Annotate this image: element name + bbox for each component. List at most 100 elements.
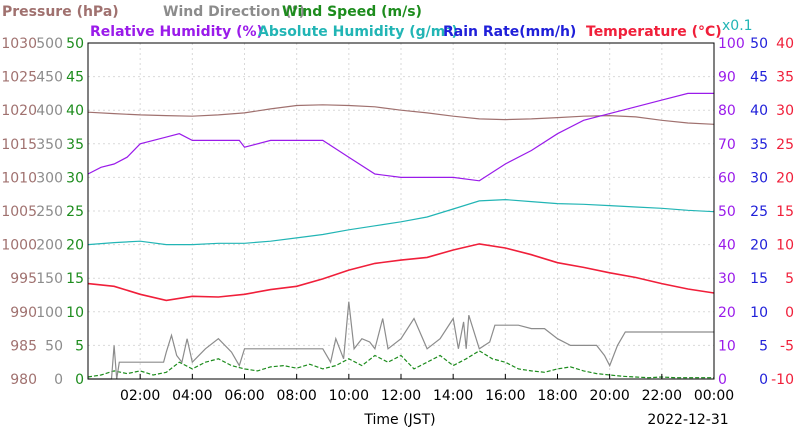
y-tick-rain-rate-mm-h: 5 [759,338,768,354]
y-tick-wind-direction: 100 [36,305,63,321]
y-tick-rain-rate-mm-h: 40 [750,103,768,119]
series-layer [87,92,715,380]
x-tick-label: 06:00 [224,388,264,404]
y-tick-wind-direction: 350 [36,137,63,153]
y-tick-temperature-c: 0 [785,305,794,321]
y-tick-rain-rate-mm-h: 35 [750,137,768,153]
x-axis: 02:00 04:00 06:00 08:00 10:00 12:00 14:00 16:00… [120,374,734,404]
y-tick-temperature-c: 5 [785,271,794,287]
x-tick-label: 12:00 [381,388,421,404]
y-tick-relative-humidity: 70 [718,137,736,153]
y-tick-wind-speed-m-s: 5 [75,338,84,354]
date-label: 2022-12-31 [647,412,728,428]
y-tick-wind-direction: 0 [54,372,63,388]
y-tick-wind-direction: 500 [36,36,63,52]
series-relative-humidity [87,92,714,182]
y-tick-relative-humidity: 0 [718,372,727,388]
x-axis-label: Time (JST) [363,412,435,428]
y-tick-wind-direction: 450 [36,70,63,86]
y-tick-temperature-c: -5 [780,338,794,354]
title-absolute-humidity-g-m: Absolute Humidity (g/m³) [258,24,458,40]
abs-humidity-scale-note: x0.1 [722,18,753,34]
x-tick-label: 04:00 [172,388,212,404]
y-tick-wind-direction: 200 [36,238,63,254]
y-tick-temperature-c: 20 [776,170,794,186]
y-tick-pressure-hpa: 980 [10,372,37,388]
y-tick-rain-rate-mm-h: 45 [750,70,768,86]
y-tick-wind-direction: 50 [45,338,63,354]
chart-titles: Pressure (hPa) Wind Direction (°)Wind Spe… [2,4,722,40]
y-tick-rain-rate-mm-h: 10 [750,305,768,321]
y-tick-temperature-c: 25 [776,137,794,153]
x-tick-label: 14:00 [433,388,473,404]
y-tick-pressure-hpa: 1015 [1,137,37,153]
y-tick-pressure-hpa: 985 [10,338,37,354]
title-relative-humidity: Relative Humidity (%) [90,24,263,40]
x-tick-label: 18:00 [537,388,577,404]
title-temperature-c: Temperature (°C) [586,24,722,40]
y-tick-temperature-c: 30 [776,103,794,119]
grid [88,43,714,379]
y-tick-temperature-c: 15 [776,204,794,220]
y-tick-rain-rate-mm-h: 25 [750,204,768,220]
y-tick-wind-speed-m-s: 50 [66,36,84,52]
y-tick-wind-speed-m-s: 0 [75,372,84,388]
y-tick-wind-speed-m-s: 35 [66,137,84,153]
y-tick-relative-humidity: 100 [718,36,745,52]
x-tick-label: 08:00 [276,388,316,404]
y-tick-pressure-hpa: 990 [10,305,37,321]
y-tick-rain-rate-mm-h: 50 [750,36,768,52]
title-pressure-hpa: Pressure (hPa) [2,4,119,20]
title-wind-speed-m-s: Wind Speed (m/s) [282,4,422,20]
y-tick-pressure-hpa: 1010 [1,170,37,186]
series-absolute-humidity-g-m [87,198,715,246]
x-tick-label: 00:00 [694,388,734,404]
x-tick-label: 16:00 [485,388,525,404]
x-tick-label: 10:00 [329,388,369,404]
y-tick-rain-rate-mm-h: 0 [759,372,768,388]
x-tick-label: 02:00 [120,388,160,404]
series-pressure-hpa [87,104,715,125]
x-tick-label: 20:00 [589,388,629,404]
series-wind-speed-m-s [87,350,714,379]
y-tick-wind-speed-m-s: 40 [66,103,84,119]
y-tick-relative-humidity: 40 [718,238,736,254]
y-tick-rain-rate-mm-h: 15 [750,271,768,287]
title-wind-direction: Wind Direction (°) [163,4,305,20]
y-axes: 1030102510201015101010051000995990985980… [1,18,794,388]
y-tick-pressure-hpa: 995 [10,271,37,287]
series-temperature-c [87,243,715,302]
y-tick-relative-humidity: 20 [718,305,736,321]
y-tick-wind-speed-m-s: 15 [66,271,84,287]
y-tick-wind-direction: 400 [36,103,63,119]
y-tick-relative-humidity: 30 [718,271,736,287]
y-tick-temperature-c: -10 [771,372,794,388]
x-tick-label: 22:00 [642,388,682,404]
y-tick-wind-speed-m-s: 25 [66,204,84,220]
y-tick-pressure-hpa: 1030 [1,36,37,52]
y-tick-wind-speed-m-s: 30 [66,170,84,186]
y-tick-temperature-c: 10 [776,238,794,254]
y-tick-relative-humidity: 10 [718,338,736,354]
y-tick-wind-speed-m-s: 20 [66,238,84,254]
y-tick-rain-rate-mm-h: 20 [750,238,768,254]
y-tick-temperature-c: 35 [776,70,794,86]
y-tick-wind-direction: 250 [36,204,63,220]
y-tick-temperature-c: 40 [776,36,794,52]
y-tick-pressure-hpa: 1000 [1,238,37,254]
y-tick-pressure-hpa: 1020 [1,103,37,119]
y-tick-relative-humidity: 90 [718,70,736,86]
y-tick-relative-humidity: 80 [718,103,736,119]
y-tick-rain-rate-mm-h: 30 [750,170,768,186]
y-tick-relative-humidity: 50 [718,204,736,220]
title-rain-rate-mm-h: Rain Rate(mm/h) [443,24,576,40]
y-tick-wind-direction: 300 [36,170,63,186]
y-tick-wind-speed-m-s: 10 [66,305,84,321]
y-tick-wind-speed-m-s: 45 [66,70,84,86]
y-tick-pressure-hpa: 1025 [1,70,37,86]
y-tick-relative-humidity: 60 [718,170,736,186]
y-tick-wind-direction: 150 [36,271,63,287]
y-tick-pressure-hpa: 1005 [1,204,37,220]
series-wind-direction [88,301,714,380]
